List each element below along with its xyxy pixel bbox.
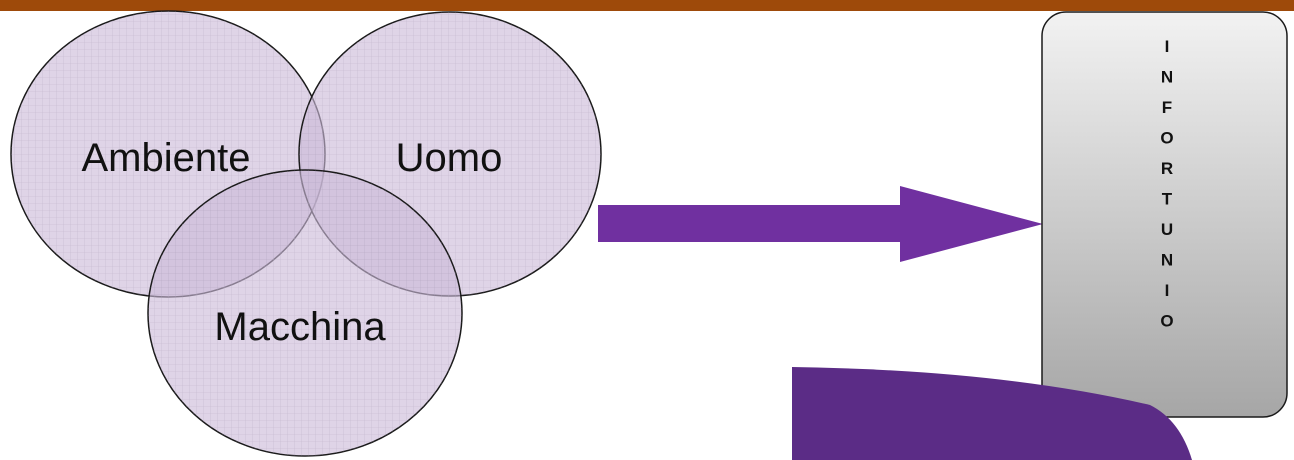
infortunio-letter: T [1162,190,1173,209]
infortunio-letter: I [1165,37,1170,56]
curved-arrow-icon [792,367,1192,460]
infortunio-letter: N [1161,68,1173,87]
infortunio-letter: F [1162,98,1172,117]
infortunio-letter: O [1160,312,1173,331]
ambiente-label: Ambiente [82,136,251,180]
macchina-circle [147,169,463,457]
infortunio-letter: R [1161,159,1173,178]
infortunio-letter: I [1165,281,1170,300]
macchina-label: Macchina [214,305,386,349]
right-arrow-icon [598,186,1043,262]
infortunio-letter: O [1160,129,1173,148]
uomo-label: Uomo [396,136,503,180]
infortunio-letter: N [1161,251,1173,270]
top-bar [0,0,1294,11]
infortunio-letter: U [1161,220,1173,239]
